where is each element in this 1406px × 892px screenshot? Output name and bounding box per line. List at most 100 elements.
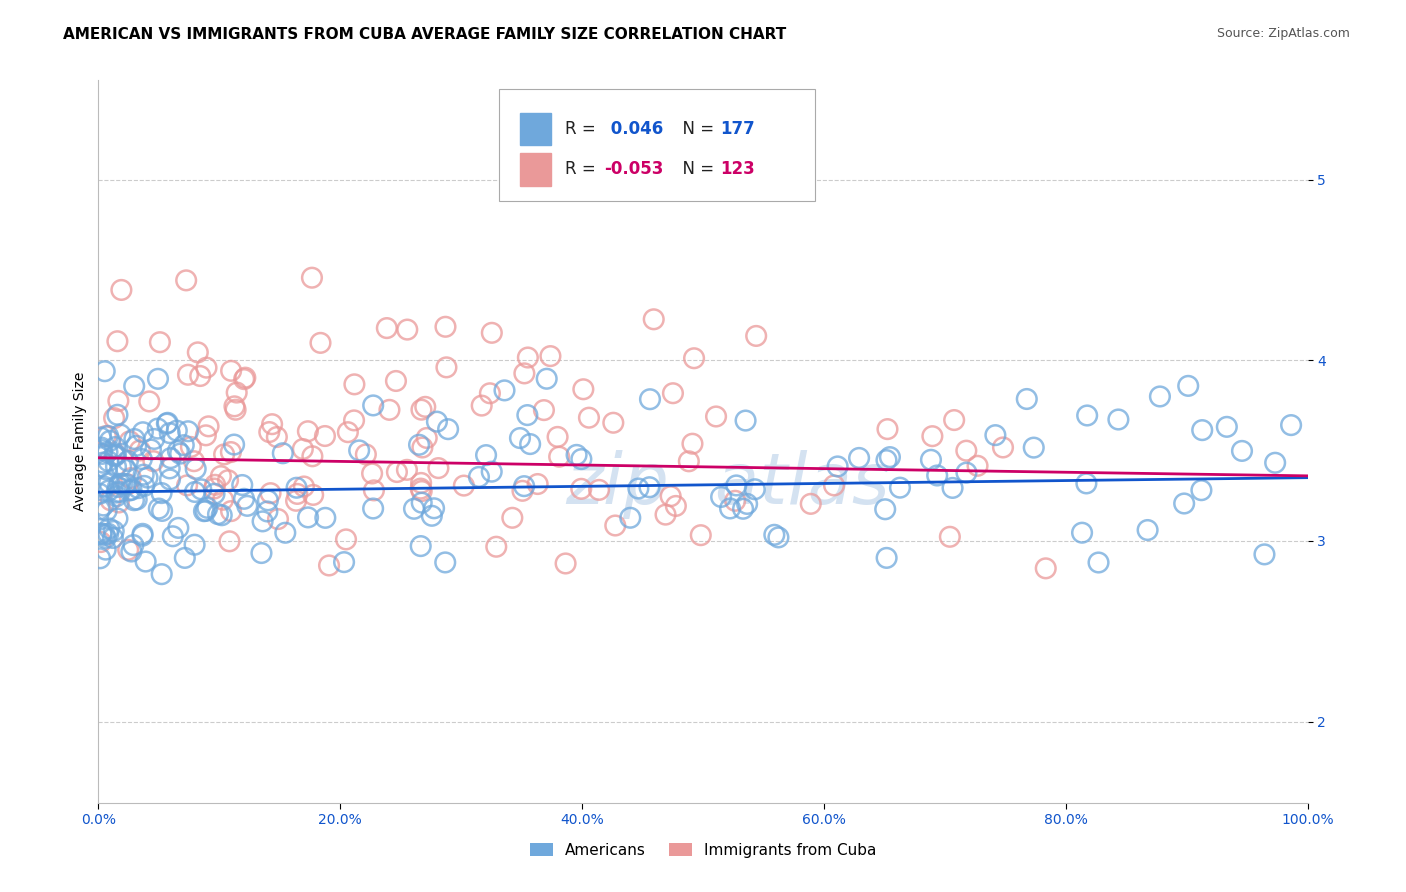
- Point: [991, 441, 1014, 455]
- Point: [194, 504, 217, 518]
- Point: [194, 428, 217, 442]
- Point: [103, 448, 125, 462]
- Point: [335, 533, 357, 547]
- Point: [159, 473, 181, 487]
- Point: [107, 511, 129, 525]
- Point: [117, 454, 139, 468]
- Point: [257, 493, 280, 508]
- Point: [212, 447, 235, 461]
- Point: [1189, 483, 1212, 498]
- Point: [402, 501, 425, 516]
- Point: [267, 512, 290, 526]
- Point: [93, 528, 115, 542]
- Point: [689, 528, 711, 542]
- Point: [848, 450, 870, 465]
- Point: [122, 379, 145, 393]
- Point: [333, 555, 356, 569]
- Point: [120, 544, 142, 558]
- Point: [434, 319, 457, 334]
- Point: [471, 399, 494, 413]
- Point: [183, 454, 205, 468]
- Point: [209, 469, 232, 483]
- Point: [96, 462, 118, 476]
- Point: [91, 443, 114, 458]
- Point: [516, 408, 538, 422]
- Point: [481, 326, 503, 340]
- Point: [195, 500, 218, 515]
- Point: [481, 465, 503, 479]
- Point: [411, 402, 433, 417]
- Point: [156, 417, 179, 431]
- Point: [166, 424, 188, 438]
- Point: [118, 434, 141, 449]
- Point: [627, 482, 650, 496]
- Point: [195, 360, 218, 375]
- Point: [409, 539, 432, 553]
- Point: [233, 491, 256, 506]
- Point: [292, 479, 315, 493]
- Point: [218, 534, 240, 549]
- Point: [927, 468, 949, 483]
- Y-axis label: Average Family Size: Average Family Size: [73, 372, 87, 511]
- Point: [619, 510, 641, 524]
- Point: [184, 462, 207, 476]
- Point: [354, 447, 377, 461]
- Point: [187, 345, 209, 359]
- Point: [336, 425, 359, 439]
- Point: [174, 273, 197, 287]
- Point: [105, 489, 128, 503]
- Point: [94, 542, 117, 557]
- Point: [297, 510, 319, 524]
- Point: [110, 283, 132, 297]
- Point: [1087, 556, 1109, 570]
- Point: [426, 415, 449, 429]
- Point: [437, 422, 460, 436]
- Point: [127, 481, 149, 495]
- Text: R =: R =: [565, 120, 602, 138]
- Point: [588, 483, 610, 497]
- Point: [219, 445, 242, 459]
- Point: [548, 450, 571, 464]
- Point: [363, 483, 385, 498]
- Point: [236, 499, 259, 513]
- Point: [536, 372, 558, 386]
- Point: [100, 493, 122, 508]
- Point: [408, 438, 430, 452]
- Point: [135, 555, 157, 569]
- Point: [97, 454, 120, 468]
- Text: 123: 123: [720, 161, 755, 178]
- Point: [920, 452, 942, 467]
- Point: [876, 550, 898, 565]
- Point: [217, 473, 239, 487]
- Point: [90, 535, 112, 549]
- Point: [107, 480, 129, 494]
- Point: [104, 448, 127, 462]
- Point: [512, 483, 534, 498]
- Point: [107, 393, 129, 408]
- Point: [98, 483, 121, 498]
- Point: [939, 530, 962, 544]
- Point: [744, 482, 766, 496]
- Point: [108, 495, 131, 509]
- Legend: Americans, Immigrants from Cuba: Americans, Immigrants from Cuba: [523, 837, 883, 863]
- Point: [314, 429, 336, 443]
- Point: [115, 463, 138, 477]
- Point: [93, 499, 115, 513]
- Point: [475, 448, 498, 462]
- Point: [385, 465, 408, 479]
- Point: [177, 424, 200, 438]
- Point: [117, 542, 139, 557]
- Point: [733, 501, 755, 516]
- Point: [659, 489, 682, 503]
- Point: [222, 437, 245, 451]
- Point: [225, 385, 247, 400]
- Point: [361, 501, 384, 516]
- Point: [519, 437, 541, 451]
- Point: [396, 322, 419, 336]
- Point: [768, 530, 790, 544]
- Text: 0.046: 0.046: [605, 120, 662, 138]
- Point: [301, 450, 323, 464]
- Point: [569, 482, 592, 496]
- Point: [108, 485, 131, 500]
- Point: [146, 372, 169, 386]
